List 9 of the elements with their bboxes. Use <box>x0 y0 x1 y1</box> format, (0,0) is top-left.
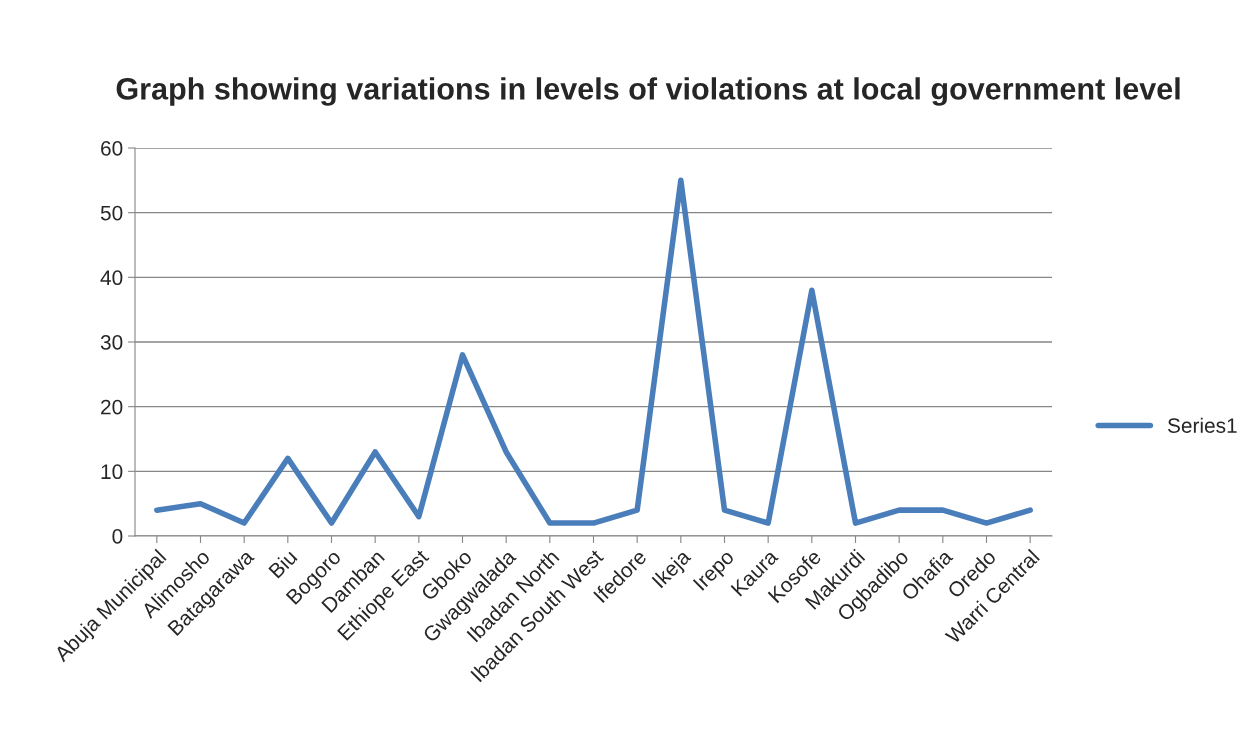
y-tick-label: 60 <box>101 141 123 156</box>
y-tick-label: 0 <box>112 529 123 544</box>
y-tick-label: 50 <box>100 205 123 221</box>
legend-label: Series1 <box>1167 417 1237 433</box>
y-tick-label: 40 <box>100 270 123 286</box>
chart-title: Graph showing variations in levels of violations at local government level <box>116 77 1180 106</box>
y-tick-label: 20 <box>101 399 123 415</box>
y-tick-label: 30 <box>100 335 123 350</box>
y-tick-label: 10 <box>101 464 123 480</box>
